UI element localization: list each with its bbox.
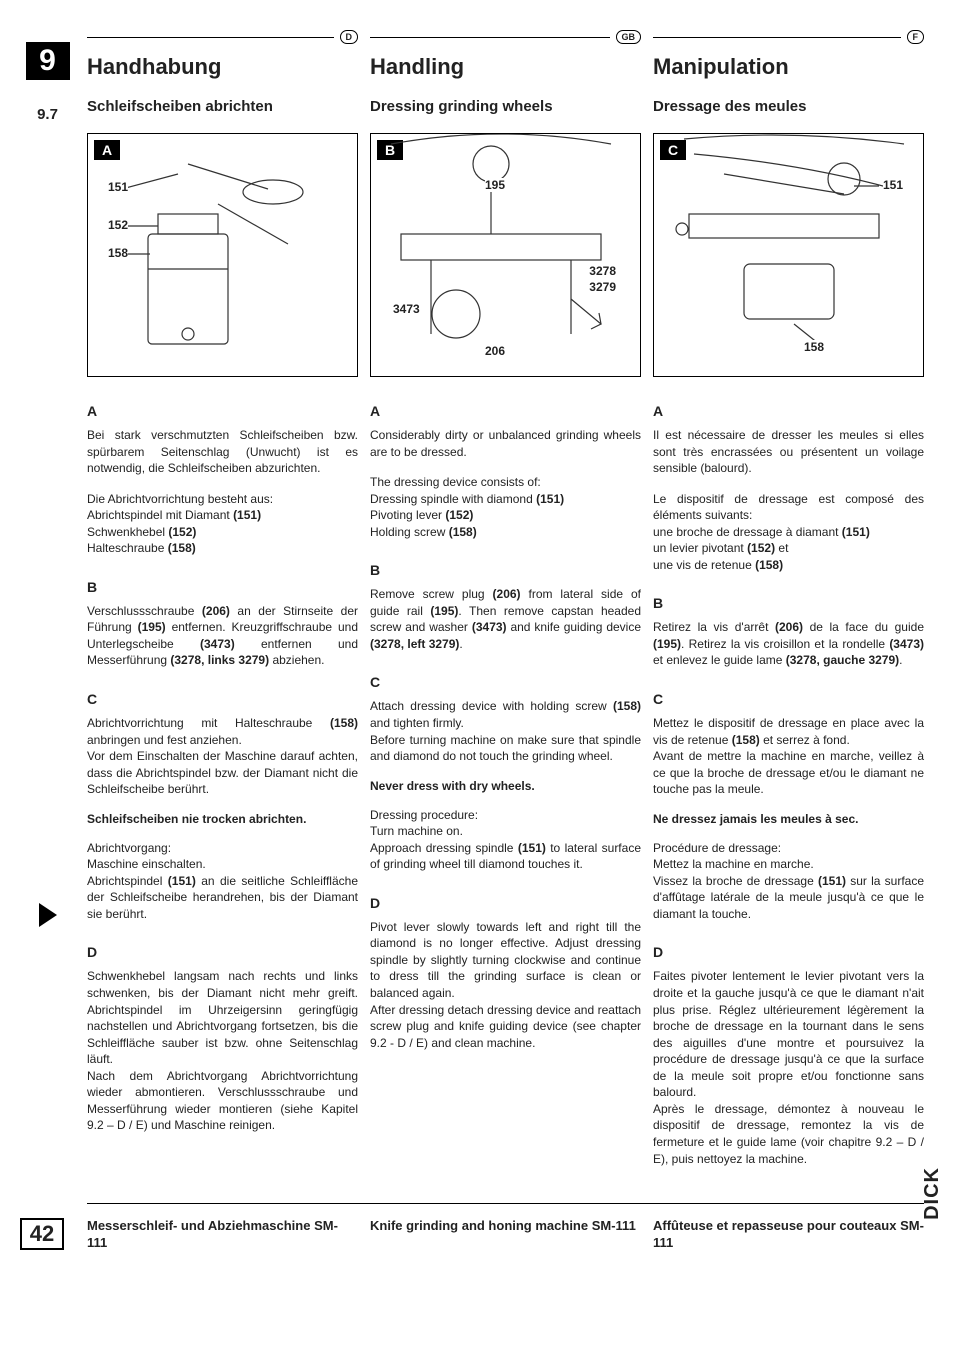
para: Procédure de dressage: Mettez la machine… [653,840,924,923]
para: Attach dressing device with holding scre… [370,698,641,731]
section-letter: A [653,403,924,419]
part-label: 195 [485,178,505,192]
section-letter: C [370,674,641,690]
footer-title-de: Messerschleif- und Abziehmaschine SM-111 [87,1218,358,1252]
lang-badge-de: D [340,30,359,44]
section-letter: D [87,944,358,960]
section-number: 9.7 [37,106,58,123]
part-label: 3473 [393,302,420,316]
title-gb: Handling [370,54,641,80]
para: The dressing device consists of: Dressin… [370,474,641,540]
para: Pivot lever slowly towards left and righ… [370,919,641,1002]
lang-rule-de: D [87,30,358,44]
warning-bold: Schleifscheiben nie trocken abrichten. [87,812,358,826]
para: Considerably dirty or unbalanced grindin… [370,427,641,460]
section-letter: B [370,562,641,578]
footer-title-gb: Knife grinding and honing machine SM-111 [370,1218,641,1252]
para: After dressing detach dressing device an… [370,1002,641,1052]
section-letter: B [87,579,358,595]
subtitle-fr: Dressage des meules [653,98,924,115]
chapter-number: 9 [26,42,70,80]
para: Bei stark verschmutzten Schleifscheiben … [87,427,358,477]
para: Il est nécessaire de dresser les meules … [653,427,924,477]
part-label: 151 [883,178,903,192]
diagram-c: C 151 158 [653,133,924,377]
para: Die Abrichtvorrichtung besteht aus: Abri… [87,491,358,557]
para: Dressing procedure: Turn machine on. App… [370,807,641,873]
subtitle-gb: Dressing grinding wheels [370,98,641,115]
left-margin: 9 9.7 [20,30,75,1181]
section-letter: D [653,944,924,960]
para: Remove screw plug (206) from lateral sid… [370,586,641,652]
column-de: D Handhabung Schleifscheiben abrichten A… [87,30,358,1181]
footer: 42 Messerschleif- und Abziehmaschine SM-… [20,1218,924,1252]
para: Verschlussschraube (206) an der Stirnsei… [87,603,358,669]
title-de: Handhabung [87,54,358,80]
para: Avant de mettre la machine en marche, ve… [653,748,924,798]
para: Faites pivoter lentement le levier pivot… [653,968,924,1100]
lang-badge-fr: F [907,30,925,44]
para: Retirez la vis d'arrêt (206) de la face … [653,619,924,669]
part-label: 158 [108,246,128,260]
column-fr: F Manipulation Dressage des meules C 151… [653,30,924,1181]
section-letter: A [370,403,641,419]
part-label: 158 [804,340,824,354]
section-letter: A [87,403,358,419]
para: Mettez le dispositif de dressage en plac… [653,715,924,748]
title-fr: Manipulation [653,54,924,80]
column-gb: GB Handling Dressing grinding wheels B 1… [370,30,641,1181]
part-label: 3279 [589,280,616,294]
para: Schwenkhebel langsam nach rechts und lin… [87,968,358,1067]
subtitle-de: Schleifscheiben abrichten [87,98,358,115]
brand-logo: DICK [921,1167,944,1220]
footer-title-fr: Affûteuse et repasseuse pour couteaux SM… [653,1218,924,1252]
warning-bold: Ne dressez jamais les meules à sec. [653,812,924,826]
warning-bold: Never dress with dry wheels. [370,779,641,793]
part-label: 206 [485,344,505,358]
part-label: 152 [108,218,128,232]
page-number: 42 [20,1218,64,1250]
diagram-a: A 151 152 158 [87,133,358,377]
diagram-b: B 195 3278 3279 3473 206 [370,133,641,377]
para: Abrichtvorgang: Maschine einschalten. Ab… [87,840,358,923]
para: Abrichtvorrichtung mit Halteschraube (15… [87,715,358,748]
lang-badge-gb: GB [616,30,642,44]
bottom-rule [87,1203,924,1204]
section-letter: B [653,595,924,611]
section-letter: C [87,691,358,707]
para: Après le dressage, démontez à nouveau le… [653,1101,924,1167]
section-letter: C [653,691,924,707]
lang-rule-fr: F [653,30,924,44]
para: Vor dem Einschalten der Maschine darauf … [87,748,358,798]
para: Before turning machine on make sure that… [370,732,641,765]
side-arrow-icon [39,903,57,927]
lang-rule-gb: GB [370,30,641,44]
part-label: 3278 [589,264,616,278]
part-label: 151 [108,180,128,194]
para: Le dispositif de dressage est composé de… [653,491,924,574]
section-letter: D [370,895,641,911]
para: Nach dem Abrichtvorgang Abrichtvorrichtu… [87,1068,358,1134]
